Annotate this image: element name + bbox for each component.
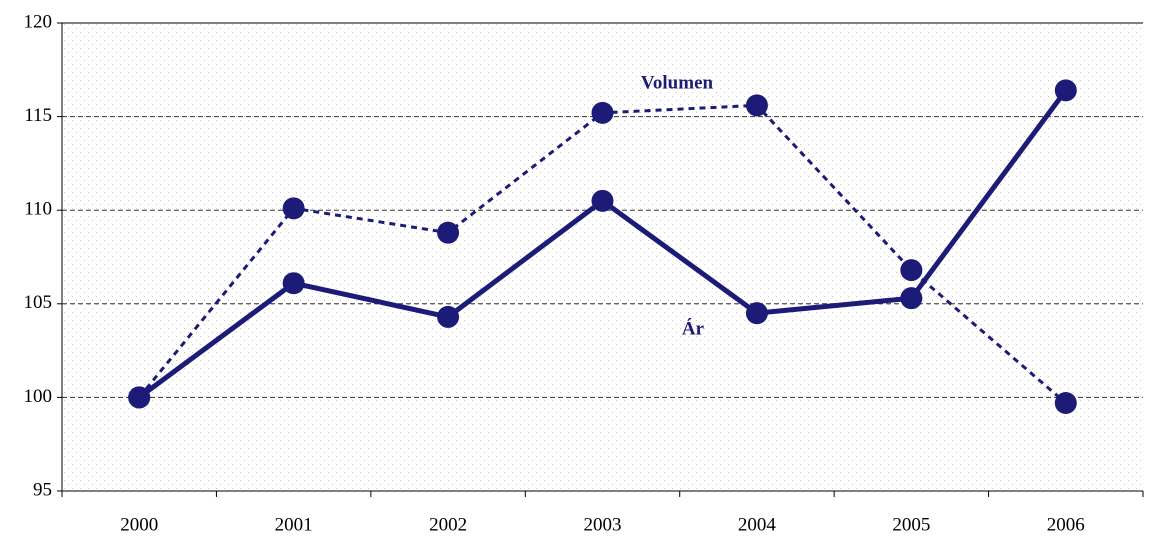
x-tick-label: 2006: [1047, 514, 1085, 535]
data-point: [1054, 392, 1077, 415]
y-tick-label: 105: [24, 292, 53, 313]
data-point: [282, 197, 305, 220]
data-point: [591, 101, 614, 124]
y-tick-label: 95: [33, 479, 52, 500]
data-point: [128, 386, 151, 409]
data-point: [1054, 79, 1077, 102]
x-tick-label: 2005: [892, 514, 930, 535]
data-point: [437, 221, 460, 244]
y-tick-label: 115: [24, 105, 52, 126]
data-point: [437, 305, 460, 328]
data-point: [745, 94, 768, 117]
series-label: Volumen: [641, 72, 714, 93]
x-tick-label: 2004: [738, 514, 777, 535]
x-tick-label: 2001: [275, 514, 313, 535]
y-tick-label: 110: [24, 199, 52, 220]
x-tick-label: 2002: [429, 514, 467, 535]
y-tick-label: 100: [24, 386, 53, 407]
x-tick-label: 2003: [584, 514, 622, 535]
y-tick-label: 120: [24, 11, 53, 32]
data-point: [282, 272, 305, 295]
plot-background: [62, 23, 1143, 491]
x-tick-label: 2000: [120, 514, 158, 535]
data-point: [591, 189, 614, 212]
data-point: [900, 259, 923, 282]
series-label: Ár: [682, 317, 705, 339]
data-point: [900, 287, 923, 310]
data-point: [745, 302, 768, 325]
